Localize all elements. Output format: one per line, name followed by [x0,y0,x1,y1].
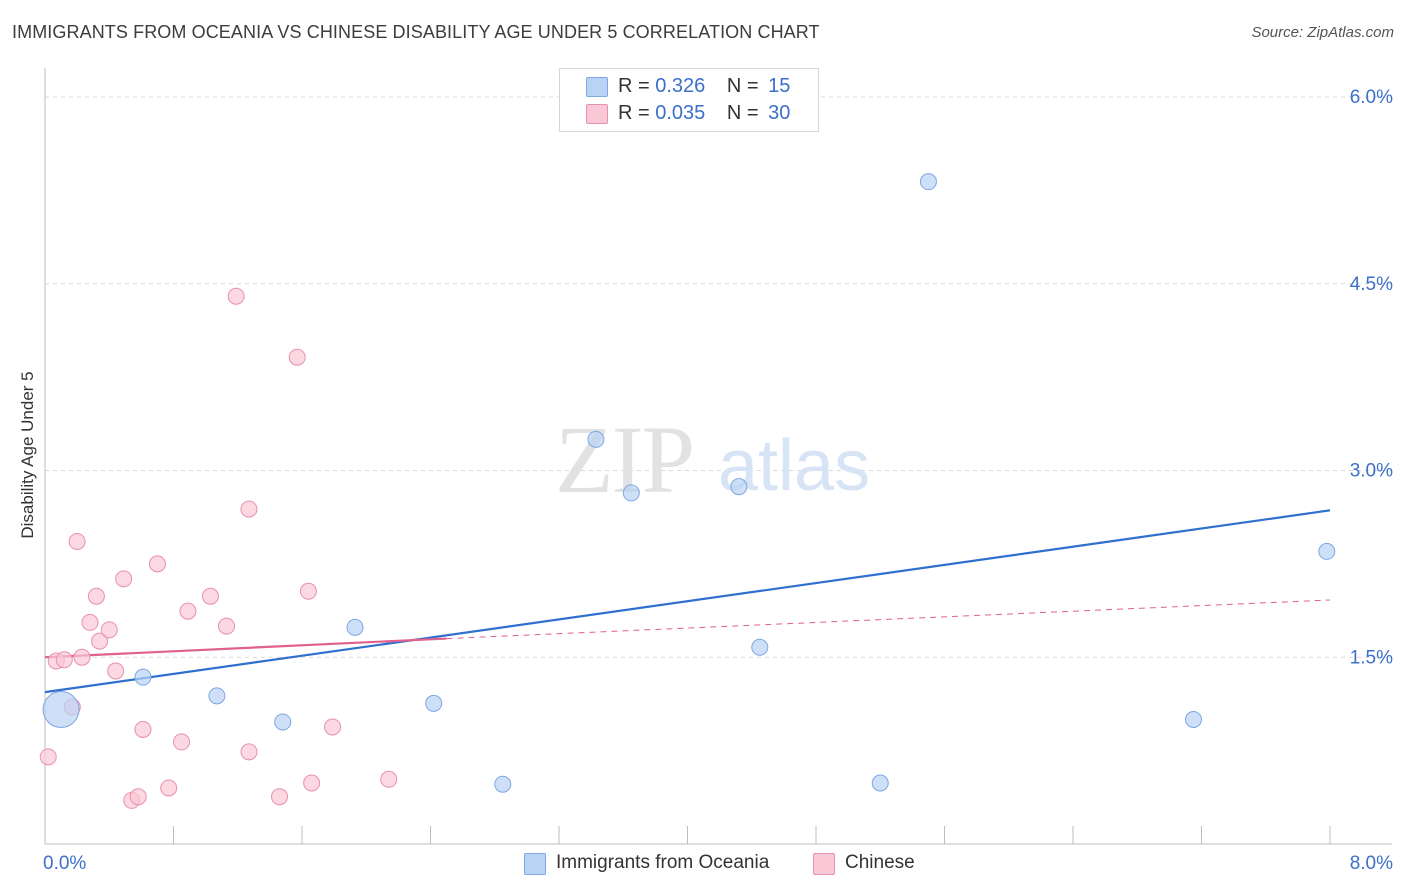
chinese-trend-extension [446,599,1331,640]
oceania-point [751,638,769,656]
bottom-legend-oceania: Immigrants from Oceania [556,852,770,873]
oceania-point [871,774,889,792]
chinese-point [324,718,342,736]
bottom-legend-swatch-oceania [524,853,546,875]
bottom-legend-chinese: Chinese [845,852,915,873]
legend-r-value-oceania: 0.326 [655,75,706,97]
chinese-point [39,748,57,766]
chinese-point [201,587,219,605]
oceania-point [274,713,292,731]
chinese-point [240,743,258,761]
chinese-point [115,570,133,588]
oceania-point [42,691,80,729]
chinese-point [380,770,398,788]
legend: R = 0.326 N = 15 R = 0.035 N = 30 [559,68,819,132]
oceania-point [622,484,640,502]
oceania-point [1318,542,1336,560]
x-tick-label: 0.0% [43,853,86,874]
chinese-point [73,648,91,666]
legend-n-value-chinese: 30 [768,102,791,124]
trend-lines [44,509,1331,694]
chinese-point [87,587,105,605]
source-label: Source: ZipAtlas.com [1251,24,1394,41]
watermark: ZIP atlas [555,406,870,513]
oceania-point [730,478,748,496]
bottom-legend-swatch-chinese [813,853,835,875]
oceania-point [134,668,152,686]
oceania-point [587,430,605,448]
legend-r-label: R = [618,75,650,97]
chinese-point [91,632,109,650]
oceania-point [494,775,512,793]
legend-n-label: N = [726,102,759,124]
y-tick-label: 1.5% [1350,647,1393,668]
chinese-point [68,532,86,550]
chinese-point [271,788,289,806]
legend-n-value-oceania: 15 [768,75,791,97]
chinese-point [107,662,125,680]
chinese-point [55,651,73,669]
oceania-point [1184,711,1202,728]
legend-r-value-chinese: 0.035 [655,102,706,124]
oceania-point [346,618,364,636]
grid-lines [45,96,1392,658]
chinese-point [179,602,197,620]
legend-row-oceania: R = 0.326 N = 15 [618,75,790,99]
chinese-point [160,779,178,797]
oceania-point [208,687,226,705]
chinese-point [100,621,118,639]
legend-swatch-chinese [586,104,608,124]
chinese-point [288,348,306,366]
chinese-point [299,582,317,600]
chinese-point [148,555,166,573]
chinese-point [81,613,99,631]
chinese-trend-line [44,637,447,659]
chart-title: IMMIGRANTS FROM OCEANIA VS CHINESE DISAB… [12,22,820,42]
y-axis-label: Disability Age Under 5 [18,371,37,539]
legend-swatch-oceania [586,77,608,97]
chinese-point [173,733,191,751]
chinese-point [129,788,147,806]
data-points [39,173,1336,809]
chinese-point [227,287,245,305]
oceania-point [919,173,937,191]
chinese-point [134,720,152,738]
oceania-point [425,694,443,712]
legend-r-label: R = [618,102,650,124]
tick-labels: 1.5% 3.0% 4.5% 6.0% 0.0% 8.0% [43,87,1393,874]
chinese-point [240,500,258,518]
legend-n-label: N = [726,75,759,97]
chinese-point [218,617,236,635]
chinese-point [303,774,321,792]
legend-row-chinese: R = 0.035 N = 30 [618,102,790,126]
y-tick-label: 4.5% [1350,274,1393,295]
y-tick-label: 3.0% [1350,461,1393,482]
oceania-trend-line [44,509,1331,694]
x-tick-label: 8.0% [1350,853,1393,874]
y-tick-label: 6.0% [1350,87,1393,108]
